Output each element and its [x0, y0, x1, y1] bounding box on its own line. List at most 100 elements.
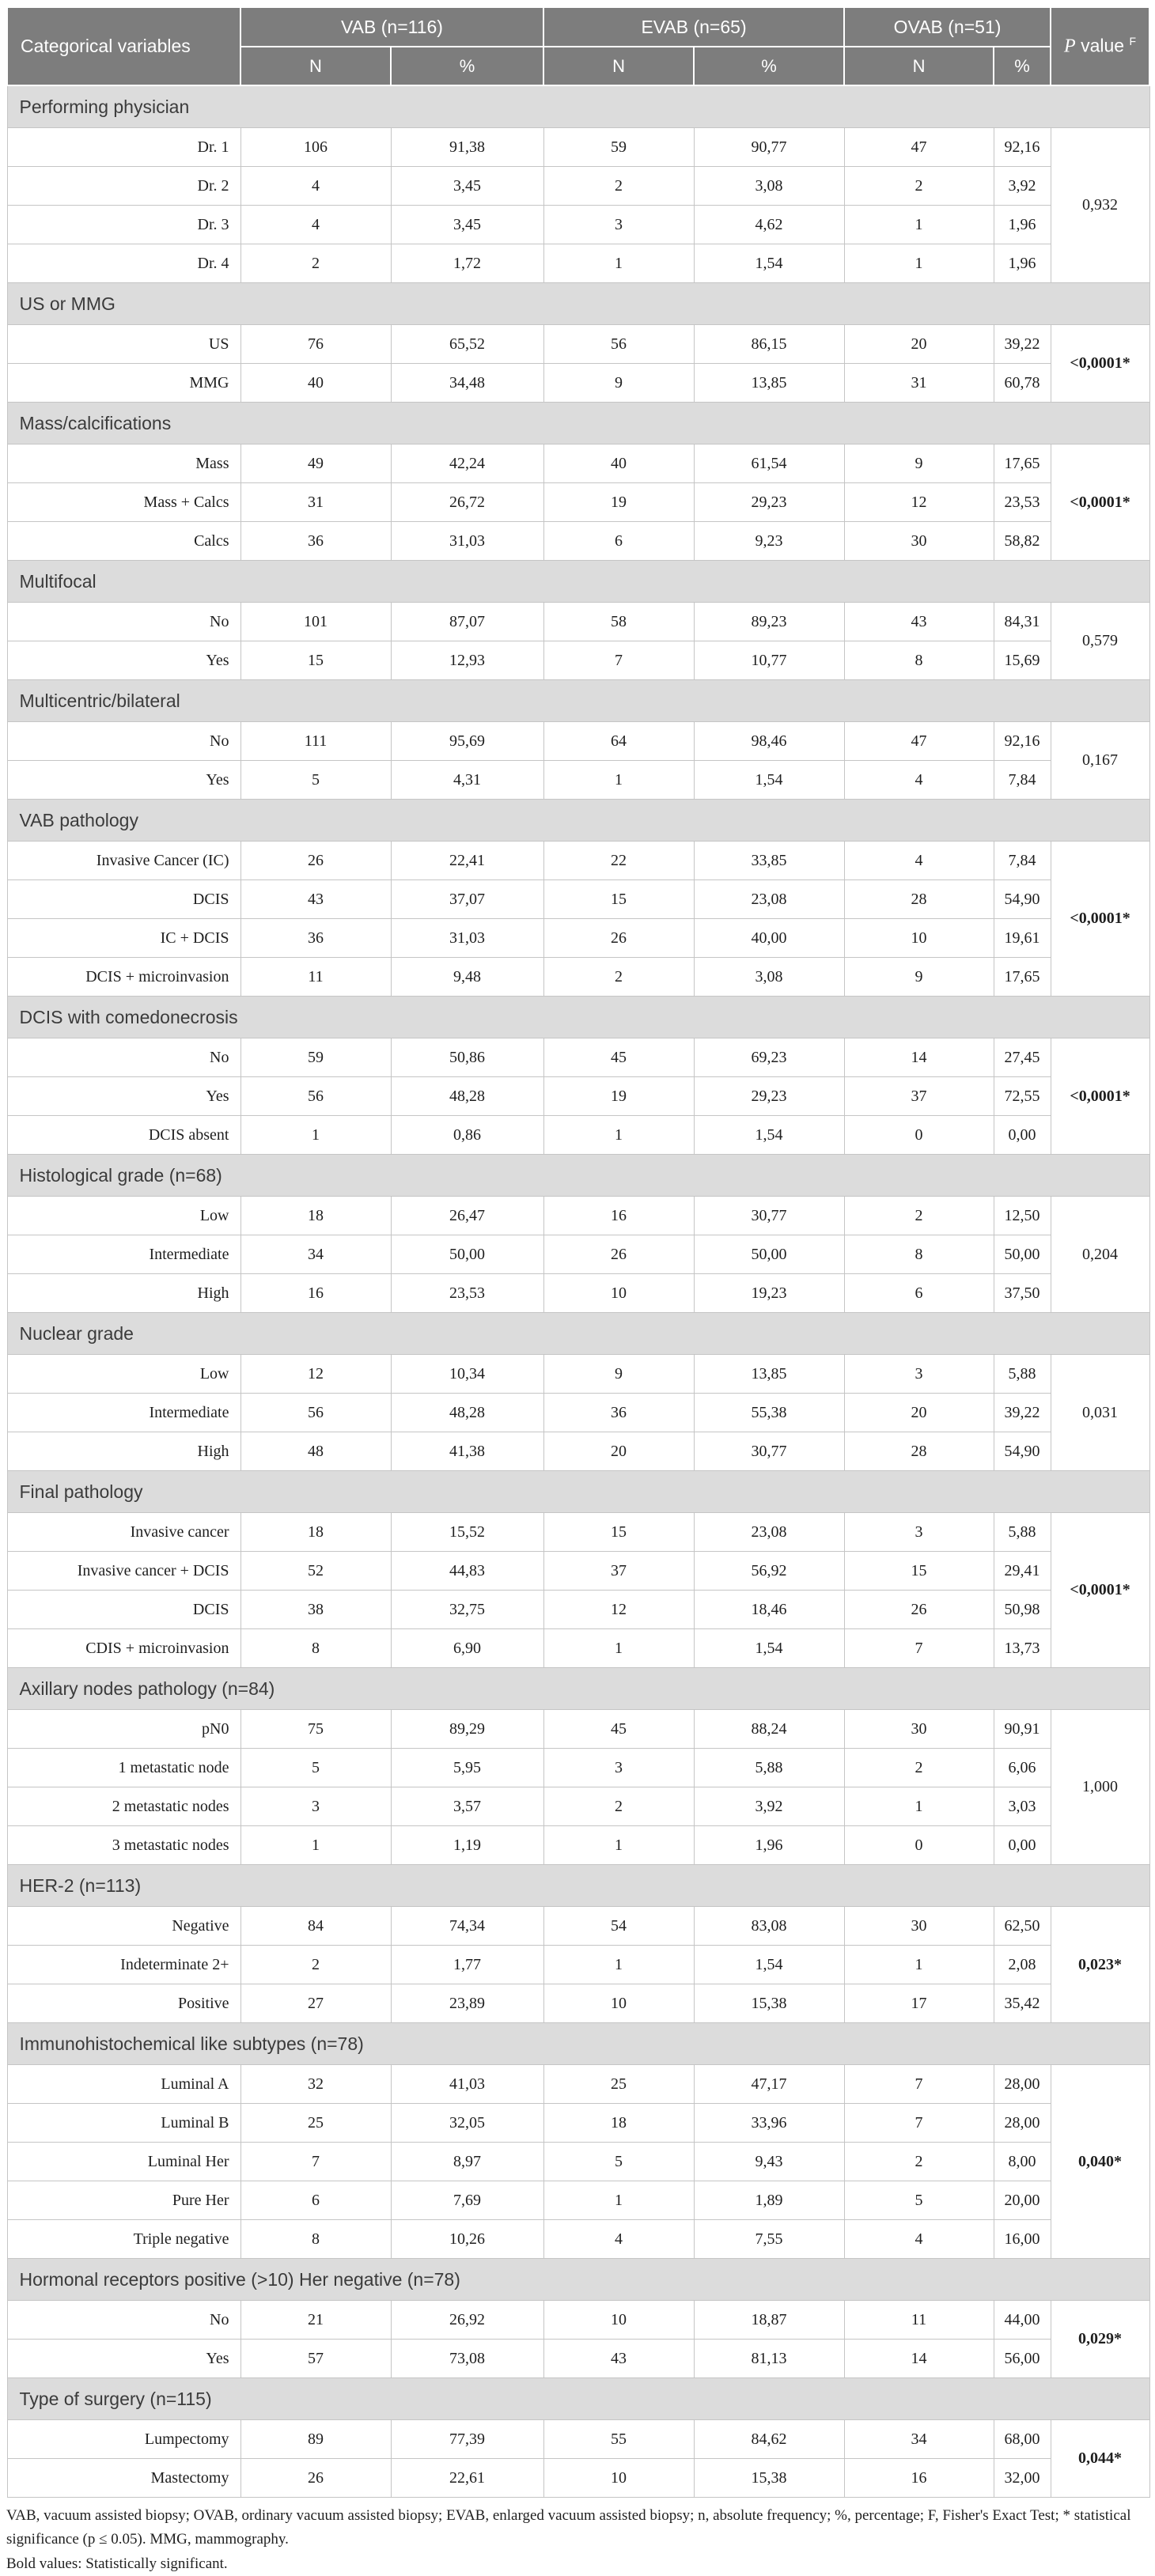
cell-value: 16,00	[993, 2219, 1051, 2259]
table-row: Low 18 26,47 16 30,77 2 12,50 0,204	[6, 1196, 1150, 1313]
row-label: DCIS	[6, 879, 241, 919]
cell-value: 26,72	[390, 482, 544, 522]
cell-value: 10,34	[390, 1354, 544, 1394]
row-label: CDIS + microinvasion	[6, 1628, 241, 1668]
table-row: Negative 84 74,34 54 83,08 30 62,50 0,023*	[6, 1906, 1150, 2023]
cell-value: 49	[240, 444, 392, 483]
subheader-evab-n: N	[543, 46, 695, 86]
p-value: 0,044*	[1050, 2419, 1150, 2498]
row-label: Intermediate	[6, 1393, 241, 1432]
table-footnotes: VAB, vacuum assisted biopsy; OVAB, ordin…	[6, 2504, 1149, 2576]
table-row: Mastectomy 26 22,61 10 15,38 16 32,00	[6, 2458, 1149, 2498]
section-band-row: Type of surgery (n=115)	[6, 2377, 1150, 2420]
row-label: Low	[6, 1196, 241, 1235]
cell-value: 26	[240, 2458, 392, 2498]
section-title: US or MMG	[6, 282, 1150, 325]
row-label: 1 metastatic node	[6, 1748, 241, 1787]
cell-value: 4	[843, 841, 994, 880]
cell-value: 11	[240, 957, 392, 997]
row-label: Calcs	[6, 521, 241, 561]
cell-value: 89	[240, 2419, 392, 2459]
cell-value: 10	[843, 918, 994, 958]
cell-value: 9,23	[693, 521, 845, 561]
cell-value: 16	[843, 2458, 994, 2498]
cell-value: 4	[843, 2219, 994, 2259]
row-label: Mass + Calcs	[6, 482, 241, 522]
cell-value: 3	[843, 1354, 994, 1394]
cell-value: 12,93	[390, 641, 544, 680]
cell-value: 8,97	[390, 2142, 544, 2181]
cell-value: 1	[543, 1628, 695, 1668]
section-band-row: VAB pathology	[6, 799, 1150, 842]
cell-value: 21	[240, 2300, 392, 2340]
cell-value: 68,00	[993, 2419, 1051, 2459]
cell-value: 56,92	[693, 1551, 845, 1591]
table-row: Luminal B 25 32,05 18 33,96 7 28,00	[6, 2103, 1149, 2143]
cell-value: 7	[843, 2103, 994, 2143]
row-label: Invasive cancer + DCIS	[6, 1551, 241, 1591]
cell-value: 56	[543, 324, 695, 364]
cell-value: 44,00	[993, 2300, 1051, 2340]
cell-value: 1,54	[693, 244, 845, 283]
cell-value: 45	[543, 1038, 695, 1077]
cell-value: 7,69	[390, 2181, 544, 2220]
cell-value: 0,00	[993, 1825, 1051, 1865]
row-label: No	[6, 721, 241, 761]
cell-value: 15,52	[390, 1512, 544, 1552]
cell-value: 3,45	[390, 166, 544, 206]
cell-value: 1,19	[390, 1825, 544, 1865]
cell-value: 28,00	[993, 2064, 1051, 2104]
section-band-row: Multicentric/bilateral	[6, 679, 1150, 722]
cell-value: 3,08	[693, 957, 845, 997]
cell-value: 48	[240, 1432, 392, 1471]
row-label: Luminal Her	[6, 2142, 241, 2181]
cell-value: 3	[543, 1748, 695, 1787]
cell-value: 2	[240, 1945, 392, 1984]
cell-value: 33,96	[693, 2103, 845, 2143]
p-value-header: P value F	[1050, 6, 1151, 86]
table-row: Low 12 10,34 9 13,85 3 5,88 0,031	[6, 1354, 1150, 1471]
cell-value: 88,24	[693, 1709, 845, 1749]
cell-value: 4	[843, 760, 994, 800]
cell-value: 0	[843, 1115, 994, 1155]
cell-value: 2	[543, 957, 695, 997]
p-value: 0,932	[1050, 127, 1150, 283]
section-title: Type of surgery (n=115)	[6, 2377, 1150, 2420]
cell-value: 64	[543, 721, 695, 761]
table-row: DCIS 43 37,07 15 23,08 28 54,90	[6, 879, 1149, 919]
cell-value: 5,88	[993, 1512, 1051, 1552]
cell-value: 61,54	[693, 444, 845, 483]
row-label: DCIS	[6, 1590, 241, 1629]
cell-value: 1,96	[693, 1825, 845, 1865]
row-label: DCIS absent	[6, 1115, 241, 1155]
cell-value: 50,00	[693, 1235, 845, 1274]
p-value-header-superscript: F	[1129, 35, 1137, 48]
section-band-row: DCIS with comedonecrosis	[6, 996, 1150, 1038]
p-value: 0,023*	[1050, 1906, 1150, 2023]
cell-value: 58,82	[993, 521, 1051, 561]
group-header-vab: VAB (n=116)	[239, 6, 545, 47]
p-value: <0,0001*	[1050, 841, 1150, 997]
cell-value: 22,41	[390, 841, 544, 880]
cell-value: 30,77	[693, 1196, 845, 1235]
cell-value: 111	[240, 721, 392, 761]
row-label: pN0	[6, 1709, 241, 1749]
cell-value: 12,50	[993, 1196, 1051, 1235]
cell-value: 2,08	[993, 1945, 1051, 1984]
table-row: Dr. 4 2 1,72 1 1,54 1 1,96	[6, 244, 1149, 283]
table-header: Categorical variables VAB (n=116) EVAB (…	[6, 6, 1151, 86]
cell-value: 23,53	[390, 1273, 544, 1313]
cell-value: 29,41	[993, 1551, 1051, 1591]
cell-value: 17,65	[993, 444, 1051, 483]
section-band-row: Nuclear grade	[6, 1312, 1150, 1355]
cell-value: 7	[240, 2142, 392, 2181]
cell-value: 2	[543, 166, 695, 206]
cell-value: 37,07	[390, 879, 544, 919]
cell-value: 3,03	[993, 1787, 1051, 1826]
cell-value: 8,00	[993, 2142, 1051, 2181]
cell-value: 2	[843, 2142, 994, 2181]
cell-value: 62,50	[993, 1906, 1051, 1946]
cell-value: 37	[543, 1551, 695, 1591]
table-row: 3 metastatic nodes 1 1,19 1 1,96 0 0,00	[6, 1825, 1149, 1865]
